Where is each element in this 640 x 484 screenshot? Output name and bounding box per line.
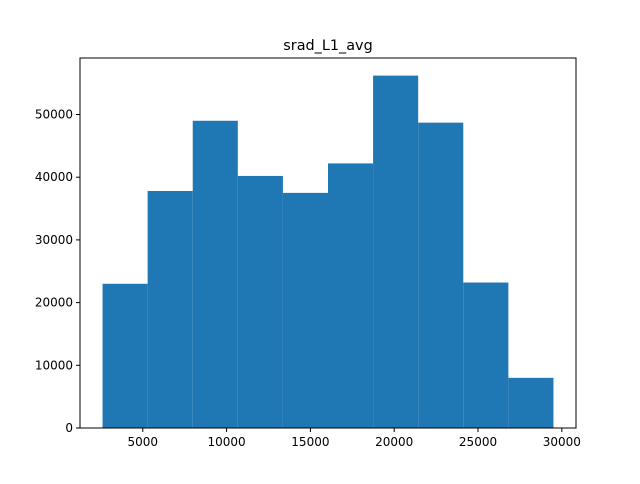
x-tick-label: 15000: [291, 435, 329, 449]
x-tick-label: 10000: [207, 435, 245, 449]
x-axis: 5000 10000 15000 20000 25000 30000: [128, 428, 581, 449]
x-tick-label: 30000: [543, 435, 581, 449]
y-tick-label: 20000: [35, 296, 73, 310]
histogram-bar: [282, 192, 328, 428]
bars-group: [102, 75, 554, 429]
x-tick-label: 5000: [128, 435, 159, 449]
y-axis: 0 10000 20000 30000 40000 50000: [35, 107, 80, 435]
y-tick-label: 0: [65, 421, 73, 435]
y-tick-label: 40000: [35, 170, 73, 184]
histogram-bar: [147, 190, 193, 428]
histogram-bar: [508, 377, 554, 428]
histogram-bar: [328, 163, 374, 429]
x-tick-label: 25000: [459, 435, 497, 449]
y-tick-label: 50000: [35, 107, 73, 121]
histogram-bar: [463, 282, 509, 428]
histogram-bar: [237, 175, 283, 428]
chart-title: srad_L1_avg: [283, 38, 372, 54]
histogram-bar: [373, 75, 419, 428]
plot-frame: [79, 57, 577, 429]
y-tick-label: 10000: [35, 358, 73, 372]
histogram-bar: [102, 283, 148, 428]
y-tick-label: 30000: [35, 233, 73, 247]
histogram-bar: [192, 120, 238, 428]
histogram-bar: [418, 122, 464, 429]
x-tick-label: 20000: [375, 435, 413, 449]
